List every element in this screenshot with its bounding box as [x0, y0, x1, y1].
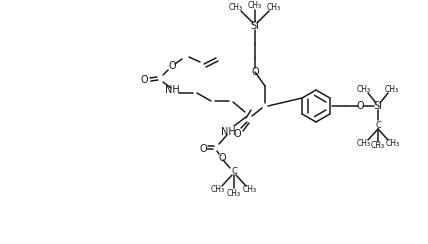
Text: Si: Si: [374, 101, 383, 111]
Text: O: O: [356, 101, 364, 111]
Text: CH₃: CH₃: [386, 140, 400, 149]
Text: O: O: [140, 75, 148, 85]
Text: CH₃: CH₃: [267, 2, 281, 11]
Text: CH₃: CH₃: [211, 185, 225, 194]
Text: CH₃: CH₃: [385, 85, 399, 94]
Text: CH₃: CH₃: [243, 185, 257, 194]
Text: CH₃: CH₃: [371, 142, 385, 151]
Text: Si: Si: [250, 21, 259, 31]
Text: O: O: [218, 153, 226, 163]
Text: C: C: [231, 167, 237, 176]
Text: CH₃: CH₃: [248, 1, 262, 10]
Text: O: O: [168, 61, 176, 71]
Text: NH: NH: [220, 127, 235, 137]
Text: C: C: [375, 122, 381, 131]
Text: O: O: [233, 129, 241, 139]
Text: CH₃: CH₃: [229, 3, 243, 12]
Text: CH₃: CH₃: [357, 85, 371, 94]
Text: CH₃: CH₃: [357, 140, 371, 149]
Text: CH₃: CH₃: [227, 189, 241, 197]
Text: O: O: [251, 67, 259, 77]
Text: O: O: [199, 144, 207, 154]
Text: NH: NH: [165, 85, 179, 95]
